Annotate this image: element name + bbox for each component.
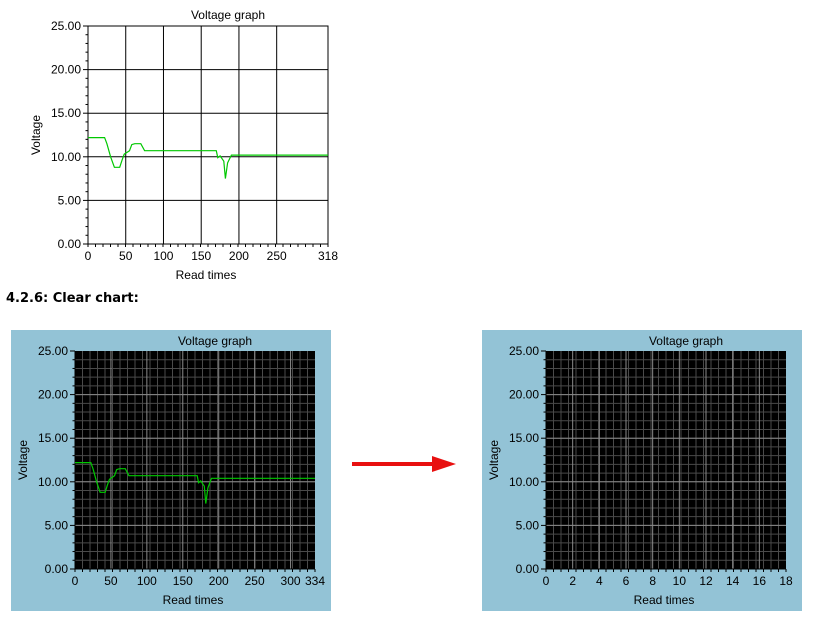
y-tick-label: 5.00 [516,518,540,532]
section-heading: 4.2.6: Clear chart: [6,291,139,306]
x-tick-label: 150 [173,574,193,588]
x-tick-label: 100 [153,249,173,263]
x-axis-label: Read times [163,593,224,607]
x-tick-label: 334 [305,574,325,588]
x-tick-label: 0 [543,574,550,588]
chart-title: Voltage graph [178,334,252,348]
x-axis-label: Read times [634,593,695,607]
y-tick-label: 5.00 [45,518,69,532]
arrow-right-icon [352,456,456,472]
x-tick-label: 4 [596,574,603,588]
y-tick-label: 0.00 [516,562,540,576]
x-tick-label: 8 [649,574,656,588]
chart-2: 0.00 5.00 10.00 15.00 20.00 25.00 0 50 100 150 200… [11,330,331,611]
x-tick-label: 18 [779,574,793,588]
y-tick-label: 15.00 [38,431,68,445]
x-tick-label: 10 [673,574,687,588]
y-tick-label: 10.00 [38,475,68,489]
y-tick-label: 20.00 [509,388,539,402]
x-axis-label: Read times [176,268,237,282]
chart-title: Voltage graph [191,8,265,22]
y-tick-label: 20.00 [38,388,68,402]
chart-3: 0.00 5.00 10.00 15.00 20.00 25.00 0 2 4 6 8 10 12 14 1… [482,330,802,611]
y-tick-label: 10.00 [509,475,539,489]
y-tick-label: 20.00 [51,63,81,77]
y-tick-label: 25.00 [38,344,68,358]
x-tick-label: 2 [569,574,576,588]
y-axis-label: Voltage [16,440,30,480]
x-tick-label: 16 [753,574,767,588]
x-tick-label: 150 [191,249,211,263]
voltage-series-line [75,462,315,504]
x-tick-label: 50 [119,249,133,263]
x-tick-label: 200 [229,249,249,263]
x-tick-label: 0 [72,574,79,588]
y-axis-label: Voltage [487,440,501,480]
y-axis-label: Voltage [29,115,43,155]
x-tick-label: 12 [699,574,713,588]
y-tick-label: 0.00 [45,562,69,576]
x-tick-label: 250 [267,249,287,263]
y-tick-label: 0.00 [58,237,82,251]
x-tick-label: 318 [318,249,338,263]
plot-area [88,26,328,244]
x-tick-label: 0 [85,249,92,263]
x-tick-label: 50 [104,574,118,588]
x-tick-label: 14 [726,574,740,588]
x-tick-label: 200 [209,574,229,588]
chart-title: Voltage graph [649,334,723,348]
y-tick-label: 5.00 [58,193,82,207]
y-tick-label: 10.00 [51,150,81,164]
y-tick-label: 25.00 [51,19,81,33]
y-tick-label: 15.00 [51,106,81,120]
x-tick-label: 300 [281,574,301,588]
x-tick-label: 100 [137,574,157,588]
x-tick-label: 6 [623,574,630,588]
voltage-series-line [88,137,328,179]
x-tick-label: 250 [245,574,265,588]
y-tick-label: 15.00 [509,431,539,445]
chart-1: 0.00 5.00 10.00 15.00 20.00 25.00 0 50 100 150 200… [29,8,338,282]
y-tick-label: 25.00 [509,344,539,358]
